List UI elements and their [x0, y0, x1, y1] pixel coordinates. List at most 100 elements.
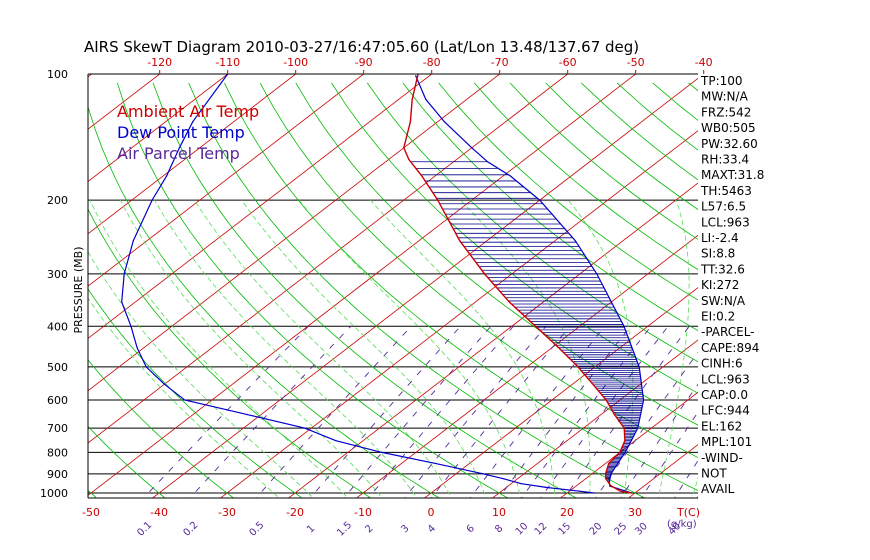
- top-axis-tick-label: -110: [215, 56, 240, 69]
- dewpoint-line-point: [178, 147, 180, 149]
- stat-line: EI:0.2: [701, 310, 735, 324]
- mixing-ratio-tick-label: 1: [305, 523, 317, 535]
- mixing-ratio-tick-label: 12: [533, 521, 550, 538]
- temperature-line-point: [411, 98, 413, 100]
- isotherm-line: [88, 74, 229, 182]
- dry-adiabat-line: [188, 82, 646, 498]
- moist-adiabat-line: [370, 199, 556, 498]
- moist-adiabat-line: [120, 199, 383, 498]
- moist-adiabat-line: [657, 199, 690, 498]
- top-temperature-axis: -120 -110 -100 -90 -80 -70 -60 -50 -40: [147, 56, 713, 74]
- stat-line: -WIND-: [701, 451, 743, 465]
- dewpoint-line-point: [335, 440, 337, 442]
- temperature-line-point: [619, 490, 622, 492]
- dry-adiabat-line: [331, 82, 698, 394]
- bottom-axis-tick-label: -40: [150, 506, 168, 519]
- dewpoint-line-point: [246, 414, 248, 416]
- dewpoint-line-point: [579, 490, 581, 492]
- dry-adiabat-line: [295, 82, 698, 426]
- stat-line: AVAIL: [701, 482, 735, 496]
- stat-line: CAPE:894: [701, 341, 759, 355]
- temperature-line-point: [619, 451, 621, 453]
- mixing-ratio-line: [255, 325, 412, 498]
- isotherm-line: [423, 287, 698, 498]
- top-axis-tick-label: -90: [355, 56, 373, 69]
- isotherm-line: [219, 130, 698, 498]
- top-axis-tick-label: -60: [559, 56, 577, 69]
- dewpoint-line: [121, 74, 595, 494]
- temperature-line-point: [604, 473, 607, 475]
- temperature-line: [403, 74, 632, 494]
- moist-adiabat-line: [298, 199, 522, 498]
- dry-adiabat-line: [88, 105, 440, 498]
- background-grid: [88, 74, 698, 498]
- legend-entry: Air Parcel Temp: [117, 144, 240, 163]
- bottom-axis-tick-label: 0: [428, 506, 435, 519]
- mixing-ratio-tick-label: 15: [556, 521, 573, 538]
- mixing-ratio-tick-label: 1.5: [335, 520, 354, 539]
- stat-line: RH:33.4: [701, 153, 749, 167]
- dry-adiabat-line: [88, 288, 303, 498]
- mixing-ratio-axis: 0.1 0.2 0.5 1 1.5 2 3 4 6 8 10 12 15 20 25 30 40(g/kg): [135, 519, 696, 539]
- dry-adiabat-line: [88, 208, 372, 498]
- parcel-temperature-line-point: [539, 199, 541, 201]
- stat-line: TP:100: [700, 74, 743, 88]
- stat-line: FRZ:542: [701, 105, 751, 119]
- temperature-line-point: [421, 175, 423, 177]
- dewpoint-line-point: [132, 240, 134, 242]
- stat-line: LI:-2.4: [701, 231, 739, 245]
- dewpoint-line-point: [381, 451, 383, 453]
- temperature-line-point: [408, 158, 410, 161]
- legend-entry: Ambient Air Temp: [117, 102, 259, 121]
- mixing-ratio-tick-label: 25: [613, 521, 630, 538]
- dry-adiabat-line: [152, 82, 578, 498]
- top-axis-tick-label: -50: [627, 56, 645, 69]
- y-axis-label: PRESSURE (MB): [72, 247, 85, 334]
- stat-line: MAXT:31.8: [701, 168, 764, 182]
- parcel-temperature-line-point: [596, 273, 598, 275]
- pressure-tick-label: 700: [47, 422, 68, 435]
- parcel-temperature-line-point: [415, 75, 417, 77]
- temperature-line-point: [605, 399, 607, 401]
- stat-line: LCL:963: [701, 372, 750, 386]
- isotherm-line: [491, 339, 698, 498]
- temperature-line-point: [558, 347, 560, 349]
- parcel-temperature-line-point: [617, 462, 619, 464]
- mixing-ratio-tick-label: 20: [588, 521, 605, 538]
- stat-line: KI:272: [701, 278, 739, 292]
- bottom-axis-tick-label: 10: [492, 506, 506, 519]
- stat-line: SW:N/A: [701, 294, 746, 308]
- sounding-traces: [121, 74, 645, 494]
- legend-entry: Dew Point Temp: [117, 123, 245, 142]
- isotherm-line: [355, 234, 698, 498]
- chart-title: AIRS SkewT Diagram 2010-03-27/16:47:05.6…: [84, 38, 639, 56]
- stat-line: CAP:0.0: [701, 388, 748, 402]
- isotherm-line: [88, 74, 433, 339]
- pressure-tick-label: 100: [47, 68, 68, 81]
- dewpoint-line-point: [482, 473, 484, 475]
- dewpoint-line-point: [123, 273, 125, 275]
- temperature-line-point: [403, 147, 405, 149]
- bottom-axis-tick-label: -50: [82, 506, 100, 519]
- mixing-ratio-line: [469, 326, 606, 498]
- bottom-axis-tick-label: -10: [354, 506, 372, 519]
- parcel-temperature-line-point: [509, 175, 511, 177]
- dewpoint-line-point: [136, 347, 138, 349]
- mixing-ratio-line: [309, 325, 461, 498]
- dry-adiabat-line: [259, 82, 698, 458]
- stat-line: MW:N/A: [701, 90, 749, 104]
- isotherm-line: [88, 74, 297, 235]
- stat-line: EL:162: [701, 419, 742, 433]
- dry-adiabat-line: [438, 82, 698, 301]
- dewpoint-line-point: [163, 383, 165, 385]
- moist-adiabat-line: [241, 199, 487, 498]
- pressure-tick-label: 200: [47, 194, 68, 207]
- isotherm-line: [287, 182, 698, 498]
- isotherm-line: [559, 391, 698, 498]
- temperature-line-point: [577, 366, 579, 368]
- moist-adiabat-line: [88, 297, 280, 498]
- parcel-temperature-line-point: [425, 98, 427, 100]
- parcel-temperature-line-point: [643, 399, 645, 401]
- stat-line: -PARCEL-: [701, 325, 755, 339]
